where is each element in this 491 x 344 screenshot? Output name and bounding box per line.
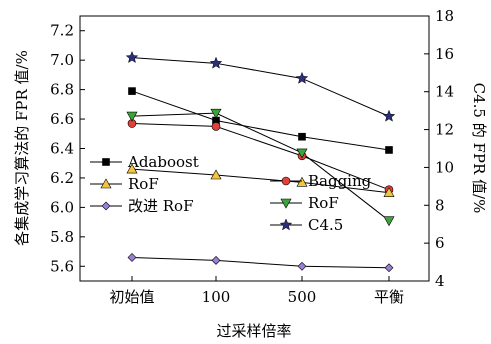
- y2-tick-label: 10: [435, 158, 454, 176]
- data-point-s2-2: [296, 176, 308, 187]
- series-lines: [131, 57, 390, 269]
- data-point-s4-2: [297, 261, 307, 271]
- series-line-4: [131, 256, 390, 269]
- data-point-s2-1: [210, 169, 222, 180]
- data-point-s3-0: [126, 111, 138, 122]
- legend-label-0: Adaboost: [127, 153, 199, 171]
- y-tick-label: 6.2: [50, 169, 74, 187]
- x-axis-title: 过采样倍率: [216, 322, 291, 340]
- y2-axis-title: C4.5 的 FPR 值/%: [470, 83, 488, 214]
- data-point-s3-2: [296, 148, 308, 159]
- data-point-s2-0: [126, 163, 138, 174]
- y2-tick-label: 12: [435, 121, 454, 139]
- data-point-s0-2: [298, 132, 306, 141]
- y-tick-label: 6.8: [50, 81, 74, 99]
- y2-tick-label: 6: [435, 234, 445, 252]
- legend-marker-5: [279, 218, 293, 231]
- legend-label-4: 改进 RoF: [128, 197, 194, 215]
- y-tick-label: 5.8: [50, 228, 74, 246]
- y2-tick-label: 18: [435, 7, 454, 25]
- y2-tick-label: 4: [435, 272, 445, 290]
- data-point-s5-2: [295, 71, 309, 84]
- series-line-2: [131, 168, 390, 194]
- y-tick-label: 6.4: [50, 140, 74, 158]
- series-line-5: [131, 57, 390, 117]
- data-point-s4-1: [211, 255, 221, 265]
- y-tick-label: 5.6: [50, 257, 74, 275]
- y-tick-label: 7.2: [50, 22, 74, 40]
- y2-tick-label: 14: [435, 83, 454, 101]
- data-point-s5-3: [382, 109, 396, 122]
- y-axis-title: 各集成学习算法的 FPR 值/%: [13, 50, 31, 246]
- legend-label-2: RoF: [128, 175, 159, 193]
- y2-tick-label: 16: [435, 45, 454, 63]
- x-tick-label: 100: [202, 288, 231, 306]
- y-tick-label: 6.6: [50, 110, 74, 128]
- data-point-s4-0: [127, 253, 137, 262]
- x-tick-label: 平衡: [374, 288, 404, 306]
- data-point-s1-1: [211, 122, 221, 131]
- legend-marker-0: [102, 158, 110, 166]
- y2-tick-label: 8: [435, 196, 445, 214]
- series-line-3: [131, 112, 390, 222]
- legend-marker-4: [101, 201, 111, 211]
- legend-label-1: Bagging: [308, 172, 372, 190]
- data-point-s5-0: [125, 50, 139, 64]
- data-point-s0-3: [385, 146, 393, 154]
- series-line-1: [131, 122, 390, 191]
- legend-marker-2: [100, 178, 112, 189]
- legend-marker-1: [281, 176, 291, 186]
- legend-label-5: C4.5: [308, 216, 343, 234]
- axis-ticks: 5.6 5.8 6.0 6.2 6.4 6.6 6.8 7.0 7.2 4 6 8 10 12 14 16 18…: [50, 7, 454, 306]
- legend-label-3: RoF: [308, 194, 339, 212]
- data-point-s2-3: [383, 187, 395, 197]
- data-point-s3-3: [383, 216, 395, 227]
- legend-marker-3: [280, 198, 292, 209]
- series-line-0: [131, 90, 390, 151]
- series-markers: [125, 50, 396, 273]
- data-point-s4-3: [384, 263, 394, 273]
- legend: Adaboost Bagging RoF RoF 改进 RoF C4.5: [90, 153, 372, 234]
- data-point-s5-1: [209, 56, 223, 69]
- x-tick-label: 初始值: [109, 288, 154, 306]
- data-point-s3-1: [210, 108, 222, 119]
- y-tick-label: 6.0: [50, 198, 74, 216]
- data-point-s0-0: [128, 87, 136, 95]
- x-tick-label: 500: [288, 288, 317, 306]
- y-tick-label: 7.0: [50, 51, 74, 69]
